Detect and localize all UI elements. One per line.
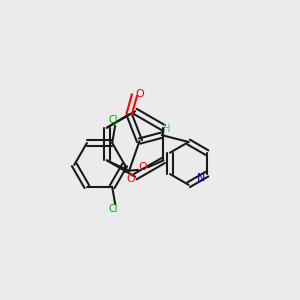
Text: O: O: [126, 174, 135, 184]
Text: O: O: [138, 162, 147, 172]
Text: H: H: [163, 124, 170, 134]
Text: Cl: Cl: [109, 116, 118, 125]
Text: Cl: Cl: [109, 204, 118, 214]
Text: N: N: [197, 172, 205, 183]
Text: O: O: [135, 88, 144, 98]
